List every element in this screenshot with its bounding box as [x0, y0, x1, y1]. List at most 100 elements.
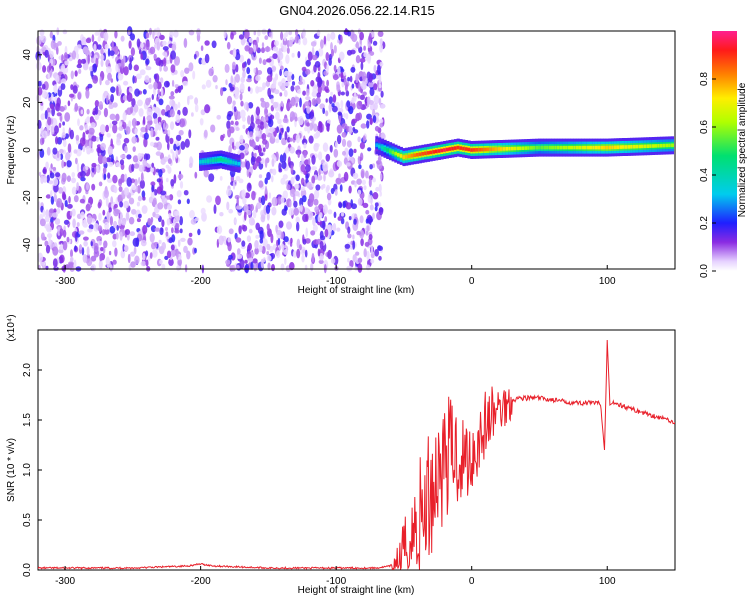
noise-speck [69, 56, 73, 61]
ridge-cell [478, 147, 482, 152]
noise-speck [45, 244, 51, 254]
noise-speck [333, 64, 337, 72]
noise-speck [123, 66, 129, 76]
noise-speck [322, 161, 329, 172]
ridge-cell [521, 146, 525, 150]
noise-speck [270, 233, 274, 244]
ridge-cell [638, 144, 642, 149]
noise-speck [138, 213, 142, 219]
ridge-cell [502, 147, 506, 151]
noise-speck [251, 190, 256, 201]
noise-speck [70, 84, 74, 90]
noise-speck [372, 212, 375, 220]
noise-speck [225, 79, 228, 86]
noise-speck [73, 149, 78, 154]
noise-speck [290, 164, 294, 175]
noise-speck [363, 52, 368, 58]
colorbar-tick-label: 0.6 [699, 120, 710, 134]
noise-speck [348, 216, 352, 221]
noise-speck [255, 131, 259, 137]
noise-speck [171, 234, 176, 243]
noise-speck [373, 83, 378, 91]
noise-speck [104, 228, 110, 235]
noise-speck [231, 61, 236, 70]
noise-speck [275, 111, 280, 121]
noise-speck [366, 250, 370, 261]
noise-speck [47, 116, 52, 126]
spectrogram-y-tick-label: -20 [22, 190, 33, 205]
noise-speck [71, 50, 77, 60]
noise-speck [141, 205, 148, 214]
noise-speck [75, 232, 78, 242]
snr-y-ticks: 0.0 0.5 1.0 1.5 2.0 [22, 363, 42, 577]
ridge-cell [219, 157, 223, 162]
noise-speck [356, 230, 361, 236]
noise-speck [113, 208, 119, 217]
noise-speck [226, 95, 233, 105]
noise-speck [152, 197, 157, 205]
noise-speck [235, 73, 240, 83]
noise-speck [131, 184, 137, 191]
noise-speck [333, 211, 337, 218]
noise-speck [145, 250, 149, 257]
noise-speck [87, 54, 90, 64]
noise-speck [56, 112, 62, 117]
noise-speck [116, 224, 119, 231]
noise-speck [305, 88, 310, 97]
ridge-cell [657, 144, 661, 148]
noise-speck [378, 97, 382, 106]
noise-speck [340, 91, 345, 96]
noise-speck [153, 81, 158, 90]
snr-x-tick-label: -300 [55, 576, 75, 587]
noise-speck [170, 179, 175, 187]
noise-speck [100, 54, 105, 61]
noise-speck [315, 184, 321, 191]
ridge-cell [513, 146, 517, 151]
ridge-cell [491, 147, 496, 151]
noise-speck [368, 81, 374, 88]
noise-speck [41, 83, 46, 90]
noise-speck [357, 197, 363, 206]
noise-speck [175, 148, 179, 159]
noise-speck [267, 87, 272, 98]
noise-speck [160, 158, 166, 165]
noise-speck [108, 250, 112, 256]
noise-speck [363, 45, 366, 51]
noise-speck [80, 176, 86, 182]
noise-speck [356, 100, 363, 110]
noise-speck [234, 93, 239, 100]
noise-speck [351, 83, 355, 89]
spectrogram-x-tick-label: -100 [326, 276, 346, 287]
noise-speck [126, 154, 132, 160]
noise-speck [264, 46, 271, 52]
noise-speck [261, 133, 267, 141]
noise-speck [142, 224, 148, 235]
noise-speck [322, 142, 329, 152]
noise-speck [311, 154, 316, 165]
noise-speck [123, 200, 129, 209]
noise-speck [369, 164, 373, 170]
noise-speck [359, 94, 365, 101]
ridge-cell [214, 158, 218, 162]
noise-speck [79, 198, 85, 204]
noise-speck [109, 50, 115, 56]
noise-speck [103, 31, 109, 42]
noise-speck [49, 31, 54, 39]
noise-speck [44, 240, 49, 247]
noise-speck [297, 152, 300, 158]
noise-speck [332, 74, 339, 81]
noise-speck [203, 129, 208, 138]
noise-speck [155, 57, 162, 66]
noise-speck [265, 204, 271, 214]
noise-speck [140, 52, 143, 60]
ridge-cell [586, 145, 590, 150]
noise-speck [283, 70, 290, 77]
noise-speck [149, 233, 155, 243]
ridge-cell [500, 147, 504, 151]
ridge-cell [646, 144, 650, 148]
noise-speck [44, 110, 48, 120]
noise-speck [308, 135, 314, 144]
noise-speck [204, 104, 211, 114]
noise-speck [360, 168, 365, 179]
noise-speck [359, 58, 366, 63]
